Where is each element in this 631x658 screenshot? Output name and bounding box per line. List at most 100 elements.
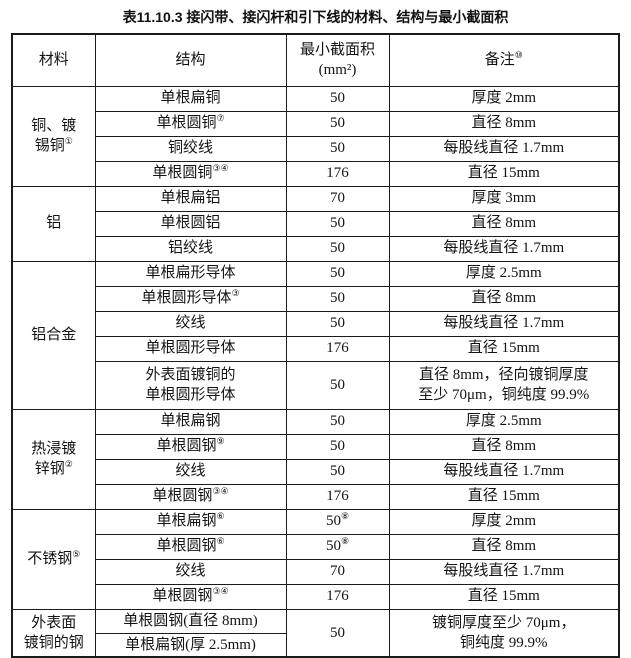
header-material: 材料 [11,33,96,87]
header-remarks-label: 备注 [484,52,515,69]
area-cell-text: 70 [330,190,345,207]
remark-cell-text: 直径 15mm [467,588,540,605]
table-caption: 表11.10.3 接闪带、接闪杆和引下线的材料、结构与最小截面积 [122,9,509,25]
structure-cell-text: 单根圆钢(直径 8mm) [123,612,258,629]
structure-cell: 绞线 [94,558,287,585]
structure-cell: 绞线 [94,310,287,337]
structure-cell-note-ref: ③④ [212,586,229,597]
remark-cell: 厚度 2mm [388,85,620,112]
table-row: 热浸镀 锌钢② 单根扁钢 50 厚度 2.5mm [11,408,620,510]
structure-cell-text: 铝绞线 [167,240,213,257]
area-cell: 50 [285,458,390,485]
table-row: 单根圆形导体③ 50 直径 8mm [12,285,620,312]
material-cell: 铝合金 [11,260,96,410]
table-row: 绞线 50 每股线直径 1.7mm [12,310,620,337]
remark-cell: 直径 8mm [388,533,620,560]
structure-cell-text: 单根圆钢 [152,588,213,605]
area-cell-text: 50 [330,624,345,641]
remark-cell-text: 直径 15mm [467,340,540,357]
table-row: 单根圆形导体 176 直径 15mm [12,335,620,362]
remark-cell: 厚度 2mm [388,508,620,535]
structure-cell-text: 单根扁钢 [160,413,221,430]
structure-cell-note-ref: ③④ [212,163,229,174]
area-cell: 50 [285,360,390,410]
remark-cell: 每股线直径 1.7mm [388,135,620,162]
area-cell: 50 [285,285,390,312]
remark-cell: 每股线直径 1.7mm [388,310,620,337]
structure-cell: 单根圆钢⑥ [94,533,287,560]
area-cell-note-ref: ⑧ [340,536,350,547]
remark-cell-text: 直径 8mm [471,290,537,307]
header-remarks-note-ref: ⑩ [514,50,523,61]
table-row: 铜绞线 50 每股线直径 1.7mm [12,135,620,162]
material-cell-text: 热浸镀 锌钢 [31,440,77,477]
remark-cell: 直径 15mm [388,160,620,187]
material-cell-text: 外表面 镀铜的钢 [23,614,84,651]
table-row: 绞线 50 每股线直径 1.7mm [12,458,620,485]
remark-cell-text: 每股线直径 1.7mm [443,563,565,580]
structure-cell-text: 单根圆形导体 [145,340,236,357]
area-cell-text: 50 [330,240,345,257]
area-cell: 50 [285,135,390,162]
structure-cell: 单根圆铜⑦ [94,110,287,137]
area-cell: 176 [285,483,390,510]
table-row: 外表面 镀铜的钢 单根圆钢(直径 8mm) 50 镀铜厚度至少 70μm， 铜纯度 9… [11,608,620,658]
area-cell-text: 50 [330,115,345,132]
area-cell: 50 [285,260,390,287]
remark-cell: 直径 8mm [388,210,620,237]
remark-cell: 每股线直径 1.7mm [388,558,620,585]
area-cell: 50 [285,433,390,460]
structure-cell-text: 单根圆钢 [156,538,217,555]
remark-cell: 每股线直径 1.7mm [388,235,620,262]
area-cell: 176 [285,335,390,362]
structure-cell-text: 外表面镀铜的 单根圆形导体 [145,366,236,403]
area-cell: 176 [285,583,390,610]
structure-cell: 单根圆钢③④ [94,483,287,510]
material-cell-text: 铝合金 [31,326,77,343]
remark-cell-text: 直径 8mm，径向镀铜厚度 至少 70μm，铜纯度 99.9% [418,366,590,403]
structure-cell: 单根圆铜③④ [94,160,287,187]
header-structure-label: 结构 [175,52,206,69]
table-row: 铜、镀 锡铜① 单根扁铜 50 厚度 2mm [11,85,620,187]
table-row: 单根圆钢⑥ 50⑧ 直径 8mm [12,533,620,560]
structure-cell-text: 单根扁铝 [160,190,221,207]
remark-cell-text: 直径 8mm [471,438,537,455]
structure-cell: 单根扁铝 [94,185,287,212]
header-structure: 结构 [94,33,287,87]
remark-cell: 直径 15mm [388,583,620,610]
area-cell: 50⑧ [285,533,390,560]
remark-cell: 直径 8mm [388,433,620,460]
area-cell-text: 50 [330,290,345,307]
remark-cell-text: 直径 15mm [467,488,540,505]
area-cell-text: 50 [330,215,345,232]
table-row: 单根圆钢③④ 176 直径 15mm [12,583,620,610]
area-cell: 50 [285,235,390,262]
structure-cell: 单根圆形导体 [94,335,287,362]
table-row: 绞线 70 每股线直径 1.7mm [12,558,620,585]
structure-cell-note-ref: ⑥ [216,511,225,522]
area-cell: 70 [285,558,390,585]
remark-cell: 直径 8mm，径向镀铜厚度 至少 70μm，铜纯度 99.9% [388,360,620,410]
table-row: 铝绞线 50 每股线直径 1.7mm [12,235,620,262]
area-cell-text: 50 [330,140,345,157]
materials-table: 材料 结构 最小截面积 (mm²) 备注⑩ 铜、镀 锡铜① 单根扁铜 50 厚度 2m… [11,33,620,658]
area-cell-text: 176 [326,165,349,182]
area-cell: 70 [285,185,390,212]
header-material-label: 材料 [38,52,69,69]
structure-cell-text: 铜绞线 [167,140,213,157]
remark-cell-text: 镀铜厚度至少 70μm， 铜纯度 99.9% [432,614,576,651]
material-cell-note-ref: ① [64,136,73,146]
header-remarks: 备注⑩ [388,33,620,87]
table-row: 单根圆铝 50 直径 8mm [12,210,620,237]
header-min-area: 最小截面积 (mm²) [285,33,390,87]
remark-cell-text: 直径 8mm [471,538,537,555]
area-cell: 176 [285,160,390,187]
material-cell-note-ref: ② [64,459,73,469]
structure-cell-text: 单根圆铜 [152,165,213,182]
remark-cell: 每股线直径 1.7mm [388,458,620,485]
structure-cell: 铜绞线 [94,135,287,162]
header-min-area-label: 最小截面积 [299,42,375,58]
remark-cell-text: 每股线直径 1.7mm [443,315,565,332]
material-cell-text: 铝 [46,215,62,232]
table-row: 单根圆铜③④ 176 直径 15mm [12,160,620,187]
